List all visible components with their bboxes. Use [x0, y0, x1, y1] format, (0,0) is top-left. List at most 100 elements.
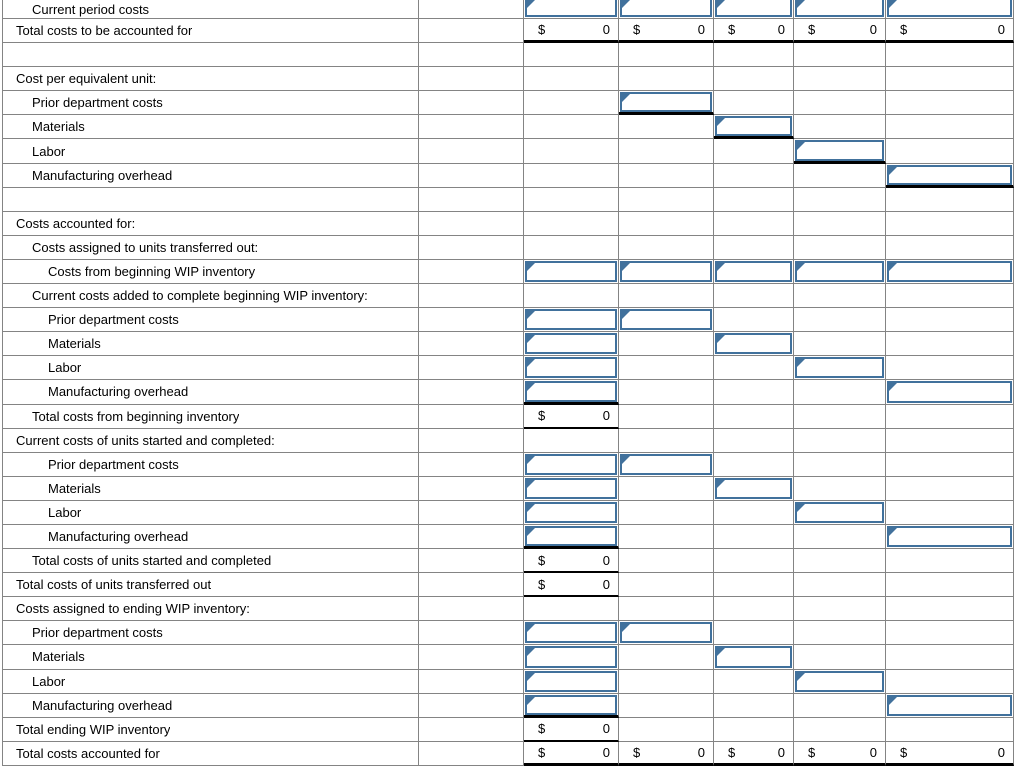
empty-cell — [886, 284, 1014, 309]
empty-cell — [714, 452, 794, 477]
amount-value: 0 — [869, 22, 877, 38]
amount-input[interactable] — [795, 0, 884, 17]
amount-input[interactable] — [715, 0, 792, 17]
empty-cell — [619, 211, 714, 236]
amount-input[interactable] — [525, 260, 617, 283]
empty-cell — [524, 597, 619, 622]
amount-input[interactable] — [525, 477, 617, 499]
empty-cell — [714, 549, 794, 574]
answer-marker-icon — [889, 383, 897, 392]
amount-input[interactable] — [795, 357, 884, 379]
currency-symbol: $ — [538, 721, 546, 737]
table-row: Total costs of units transferred out $0 — [3, 573, 1014, 598]
amount-input[interactable] — [715, 477, 792, 499]
table-row: Prior department costs — [3, 452, 1014, 477]
amount-input[interactable] — [620, 622, 712, 644]
amount-input[interactable] — [620, 260, 712, 283]
empty-cell — [794, 693, 886, 718]
table-row: Manufacturing overhead — [3, 693, 1014, 718]
empty-cell — [886, 211, 1014, 236]
amount-input[interactable] — [525, 622, 617, 644]
amount-input[interactable] — [887, 164, 1012, 185]
empty-cell — [794, 549, 886, 574]
currency-symbol: $ — [728, 744, 736, 760]
answer-marker-icon — [889, 527, 897, 536]
spacer-cell — [419, 91, 524, 116]
empty-cell — [619, 284, 714, 309]
amount-input[interactable] — [525, 670, 617, 692]
spacer-cell — [419, 211, 524, 236]
answer-marker-icon — [797, 0, 805, 8]
table-row: Current period costs — [3, 0, 1014, 19]
amount-input[interactable] — [525, 333, 617, 355]
empty-cell — [886, 500, 1014, 525]
table-row — [3, 43, 1014, 68]
currency-symbol: $ — [808, 744, 816, 760]
amount-input[interactable] — [887, 0, 1012, 17]
amount-input[interactable] — [887, 525, 1012, 548]
amount-input[interactable] — [620, 0, 712, 17]
amount-cell — [619, 91, 714, 116]
amount-input[interactable] — [525, 357, 617, 379]
currency-symbol: $ — [538, 552, 546, 568]
empty-cell — [714, 524, 794, 550]
empty-cell — [794, 67, 886, 92]
amount-input[interactable] — [620, 309, 712, 331]
spacer-cell — [419, 452, 524, 477]
amount-cell — [886, 163, 1014, 188]
amount-input[interactable] — [525, 381, 617, 402]
row-label: Labor — [3, 669, 419, 694]
empty-cell — [886, 717, 1014, 742]
answer-marker-icon — [527, 503, 535, 512]
amount-input[interactable] — [887, 260, 1012, 283]
amount-cell: $0 — [714, 741, 794, 766]
amount-input[interactable] — [715, 116, 792, 137]
amount-input[interactable] — [795, 501, 884, 523]
amount-input[interactable] — [525, 525, 617, 547]
amount-cell — [794, 356, 886, 381]
amount-input[interactable] — [525, 0, 617, 17]
answer-marker-icon — [527, 479, 535, 488]
spacer-cell — [419, 356, 524, 381]
empty-cell — [524, 115, 619, 140]
amount-input[interactable] — [525, 453, 617, 475]
empty-cell — [619, 187, 714, 212]
amount-input[interactable] — [887, 381, 1012, 403]
amount-cell — [524, 380, 619, 405]
spacer-cell — [419, 67, 524, 92]
amount-input[interactable] — [715, 646, 792, 668]
spacer-cell — [419, 163, 524, 188]
empty-cell — [886, 476, 1014, 501]
amount-input[interactable] — [795, 140, 884, 161]
amount-input[interactable] — [620, 453, 712, 475]
amount-input[interactable] — [525, 694, 617, 715]
amount-input[interactable] — [887, 694, 1012, 716]
amount-input[interactable] — [620, 92, 712, 113]
row-label-text: Total ending WIP inventory — [16, 721, 171, 737]
row-label: Total ending WIP inventory — [3, 717, 419, 742]
empty-cell — [794, 115, 886, 140]
amount-input[interactable] — [715, 260, 792, 283]
empty-cell — [714, 211, 794, 236]
row-label-text: Total costs accounted for — [16, 745, 160, 761]
row-label-text: Prior department costs — [48, 312, 179, 328]
amount-cell — [619, 452, 714, 477]
empty-cell — [794, 621, 886, 646]
empty-cell — [794, 43, 886, 68]
table-row: Costs from beginning WIP inventory — [3, 259, 1014, 285]
answer-marker-icon — [527, 696, 535, 705]
amount-input[interactable] — [715, 333, 792, 355]
spacer-cell — [419, 139, 524, 164]
answer-marker-icon — [889, 0, 897, 8]
amount-input[interactable] — [525, 309, 617, 331]
amount-value: 0 — [997, 22, 1005, 38]
amount-input[interactable] — [795, 260, 884, 283]
amount-input[interactable] — [525, 501, 617, 523]
table-row: Prior department costs — [3, 621, 1014, 646]
amount-input[interactable] — [795, 670, 884, 692]
amount-input[interactable] — [525, 646, 617, 668]
amount-cell — [714, 0, 794, 19]
empty-cell — [619, 43, 714, 68]
answer-marker-icon — [527, 624, 535, 633]
empty-cell — [524, 235, 619, 260]
